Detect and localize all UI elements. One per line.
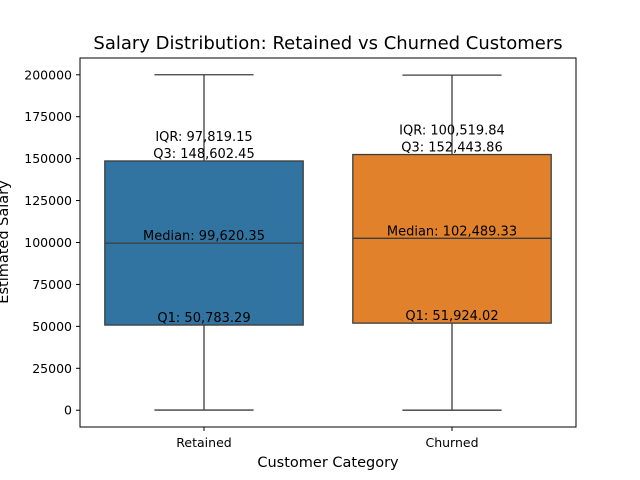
y-axis-label: Estimated Salary [0,180,12,304]
retained-q3-annotation: Q3: 148,602.45 [153,147,254,162]
retained-median-annotation: Median: 99,620.35 [143,229,265,244]
plot-area: IQR: 97,819.15 Q3: 148,602.45 Median: 99,6… [104,74,552,411]
churned-median-annotation: Median: 102,489.33 [387,224,517,239]
y-tick-label: 25000 [32,361,72,376]
y-tick-label: 75000 [32,277,72,292]
y-tick-label: 50000 [32,319,72,334]
x-axis-label: Customer Category [257,455,399,471]
y-tick-label: 125000 [24,193,72,208]
retained-q1-annotation: Q1: 50,783.29 [157,311,250,326]
churned-q1-annotation: Q1: 51,924.02 [405,309,498,324]
churned-q3-annotation: Q3: 152,443.86 [401,141,502,156]
y-tick-label: 200000 [24,67,72,82]
x-tick-label: Retained [176,435,231,450]
chart-title: Salary Distribution: Retained vs Churned… [93,33,562,54]
churned-iqr-annotation: IQR: 100,519.84 [399,124,505,139]
y-tick-label: 0 [64,403,72,418]
x-tick-label: Churned [425,435,478,450]
y-tick-label: 150000 [24,151,72,166]
y-tick-label: 100000 [24,235,72,250]
y-tick-label: 175000 [24,109,72,124]
retained-iqr-annotation: IQR: 97,819.15 [155,130,252,145]
